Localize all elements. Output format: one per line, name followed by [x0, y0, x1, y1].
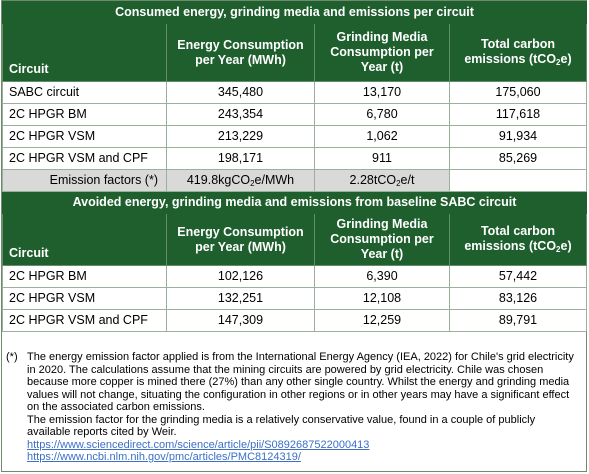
cell-carbon: 91,934 — [449, 125, 587, 148]
cell-media: 12,259 — [314, 309, 450, 332]
empty-cell — [449, 169, 587, 192]
table-row: 2C HPGR VSM and CPF 198,171 911 85,269 — [2, 147, 587, 170]
header-carbon: Total carbon emissions (tCO2e) — [449, 23, 587, 82]
header-energy: Energy Consumption per Year (MWh) — [166, 213, 315, 266]
cell-energy: 132,251 — [166, 287, 315, 310]
footnote-paragraph-1: The energy emission factor applied is fr… — [27, 351, 574, 413]
cell-circuit: SABC circuit — [2, 81, 167, 104]
cell-energy: 243,354 — [166, 103, 315, 126]
cell-media: 6,390 — [314, 265, 450, 288]
cell-circuit: 2C HPGR VSM — [2, 125, 167, 148]
emissions-table: Consumed energy, grinding media and emis… — [2, 1, 587, 332]
table-row: 2C HPGR VSM and CPF 147,309 12,259 89,79… — [2, 309, 587, 332]
ncbi-link[interactable]: https://www.ncbi.nlm.nih.gov/pmc/article… — [27, 451, 301, 463]
cell-circuit: 2C HPGR VSM and CPF — [2, 309, 167, 332]
cell-circuit: 2C HPGR BM — [2, 265, 167, 288]
table-row: 2C HPGR BM 102,126 6,390 57,442 — [2, 265, 587, 288]
cell-circuit: 2C HPGR VSM and CPF — [2, 147, 167, 170]
header-energy: Energy Consumption per Year (MWh) — [166, 23, 315, 82]
footnote-marker: (*) — [6, 351, 18, 363]
cell-carbon: 89,791 — [449, 309, 587, 332]
section1-header-row: Circuit Energy Consumption per Year (MWh… — [2, 23, 587, 82]
section2-header-row: Circuit Energy Consumption per Year (MWh… — [2, 213, 587, 266]
media-emission-factor: 2.28tCO2e/t — [314, 169, 450, 192]
emission-factors-label: Emission factors (*) — [2, 169, 167, 192]
section2-banner: Avoided energy, grinding media and emiss… — [2, 191, 587, 214]
cell-carbon: 57,442 — [449, 265, 587, 288]
footnote-paragraph-2: The emission factor for the grinding med… — [27, 413, 536, 439]
header-circuit: Circuit — [2, 213, 167, 266]
footnotes: (*) The energy emission factor applied i… — [6, 351, 580, 464]
header-carbon: Total carbon emissions (tCO2e) — [449, 213, 587, 266]
cell-carbon: 117,618 — [449, 103, 587, 126]
footnote-body: The energy emission factor applied is fr… — [27, 351, 580, 464]
cell-carbon: 85,269 — [449, 147, 587, 170]
table-row: 2C HPGR VSM 132,251 12,108 83,126 — [2, 287, 587, 310]
cell-carbon: 175,060 — [449, 81, 587, 104]
cell-circuit: 2C HPGR BM — [2, 103, 167, 126]
cell-carbon: 83,126 — [449, 287, 587, 310]
table-row: SABC circuit 345,480 13,170 175,060 — [2, 81, 587, 104]
cell-media: 12,108 — [314, 287, 450, 310]
cell-energy: 345,480 — [166, 81, 315, 104]
cell-energy: 147,309 — [166, 309, 315, 332]
cell-media: 6,780 — [314, 103, 450, 126]
cell-energy: 102,126 — [166, 265, 315, 288]
energy-emission-factor: 419.8kgCO2e/MWh — [166, 169, 315, 192]
section1-title: Consumed energy, grinding media and emis… — [2, 1, 587, 24]
header-media: Grinding Media Consumption per Year (t) — [314, 23, 450, 82]
cell-media: 1,062 — [314, 125, 450, 148]
section2-title: Avoided energy, grinding media and emiss… — [2, 191, 587, 214]
cell-energy: 198,171 — [166, 147, 315, 170]
emission-factors-row: Emission factors (*) 419.8kgCO2e/MWh 2.2… — [2, 169, 587, 192]
section1-banner: Consumed energy, grinding media and emis… — [2, 1, 587, 24]
sciencedirect-link[interactable]: https://www.sciencedirect.com/science/ar… — [27, 438, 370, 451]
header-circuit: Circuit — [2, 23, 167, 82]
cell-circuit: 2C HPGR VSM — [2, 287, 167, 310]
table-row: 2C HPGR VSM 213,229 1,062 91,934 — [2, 125, 587, 148]
cell-media: 911 — [314, 147, 450, 170]
cell-media: 13,170 — [314, 81, 450, 104]
header-media: Grinding Media Consumption per Year (t) — [314, 213, 450, 266]
table-row: 2C HPGR BM 243,354 6,780 117,618 — [2, 103, 587, 126]
cell-energy: 213,229 — [166, 125, 315, 148]
